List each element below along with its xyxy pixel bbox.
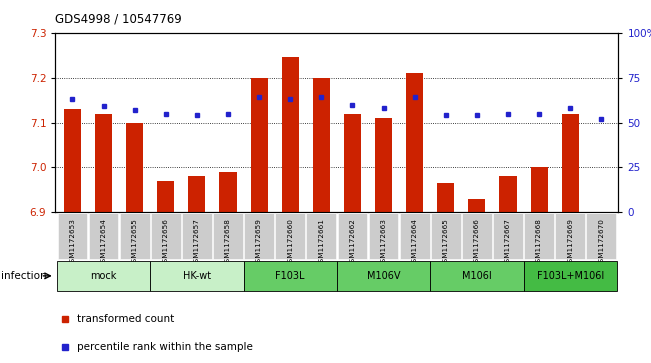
Text: GSM1172657: GSM1172657: [194, 218, 200, 267]
FancyBboxPatch shape: [523, 261, 617, 290]
Bar: [344, 114, 361, 212]
FancyBboxPatch shape: [337, 213, 367, 258]
Text: GSM1172667: GSM1172667: [505, 218, 511, 267]
FancyBboxPatch shape: [213, 213, 243, 258]
Bar: [251, 78, 268, 212]
Text: GSM1172664: GSM1172664: [411, 218, 418, 267]
Text: M106V: M106V: [367, 271, 400, 281]
FancyBboxPatch shape: [57, 213, 87, 258]
Text: GSM1172660: GSM1172660: [287, 218, 293, 267]
FancyBboxPatch shape: [243, 261, 337, 290]
Bar: [312, 78, 330, 212]
FancyBboxPatch shape: [120, 213, 150, 258]
Bar: [95, 114, 112, 212]
Text: GSM1172653: GSM1172653: [70, 218, 76, 267]
Bar: [375, 118, 392, 212]
Bar: [562, 114, 579, 212]
Text: transformed count: transformed count: [77, 314, 174, 323]
Bar: [219, 172, 236, 212]
Text: infection: infection: [1, 271, 47, 281]
Text: GSM1172656: GSM1172656: [163, 218, 169, 267]
Text: GSM1172658: GSM1172658: [225, 218, 231, 267]
Text: GSM1172654: GSM1172654: [100, 218, 107, 267]
FancyBboxPatch shape: [462, 213, 492, 258]
FancyBboxPatch shape: [244, 213, 274, 258]
Bar: [126, 122, 143, 212]
Text: F103L+M106I: F103L+M106I: [536, 271, 604, 281]
FancyBboxPatch shape: [89, 213, 118, 258]
Text: GSM1172663: GSM1172663: [381, 218, 387, 267]
Text: GSM1172670: GSM1172670: [598, 218, 604, 267]
FancyBboxPatch shape: [524, 213, 554, 258]
Text: HK-wt: HK-wt: [183, 271, 211, 281]
Text: GSM1172668: GSM1172668: [536, 218, 542, 267]
Bar: [499, 176, 516, 212]
FancyBboxPatch shape: [337, 261, 430, 290]
Text: GSM1172669: GSM1172669: [567, 218, 574, 267]
FancyBboxPatch shape: [151, 213, 181, 258]
Text: GSM1172661: GSM1172661: [318, 218, 324, 267]
FancyBboxPatch shape: [368, 213, 398, 258]
FancyBboxPatch shape: [431, 213, 461, 258]
FancyBboxPatch shape: [400, 213, 430, 258]
FancyBboxPatch shape: [555, 213, 585, 258]
Bar: [406, 73, 423, 212]
Text: F103L: F103L: [275, 271, 305, 281]
Text: M106I: M106I: [462, 271, 492, 281]
Text: GSM1172662: GSM1172662: [350, 218, 355, 267]
Bar: [437, 183, 454, 212]
FancyBboxPatch shape: [150, 261, 243, 290]
FancyBboxPatch shape: [430, 261, 523, 290]
Text: GDS4998 / 10547769: GDS4998 / 10547769: [55, 13, 182, 26]
FancyBboxPatch shape: [57, 261, 150, 290]
FancyBboxPatch shape: [307, 213, 337, 258]
Text: GSM1172666: GSM1172666: [474, 218, 480, 267]
Bar: [188, 176, 206, 212]
Text: GSM1172659: GSM1172659: [256, 218, 262, 267]
Text: GSM1172665: GSM1172665: [443, 218, 449, 267]
FancyBboxPatch shape: [493, 213, 523, 258]
Text: mock: mock: [90, 271, 117, 281]
Text: GSM1172655: GSM1172655: [132, 218, 137, 267]
FancyBboxPatch shape: [275, 213, 305, 258]
Bar: [468, 199, 486, 212]
FancyBboxPatch shape: [587, 213, 616, 258]
Bar: [64, 109, 81, 212]
Text: percentile rank within the sample: percentile rank within the sample: [77, 342, 253, 352]
Bar: [158, 181, 174, 212]
FancyBboxPatch shape: [182, 213, 212, 258]
Bar: [282, 57, 299, 212]
Bar: [531, 167, 547, 212]
